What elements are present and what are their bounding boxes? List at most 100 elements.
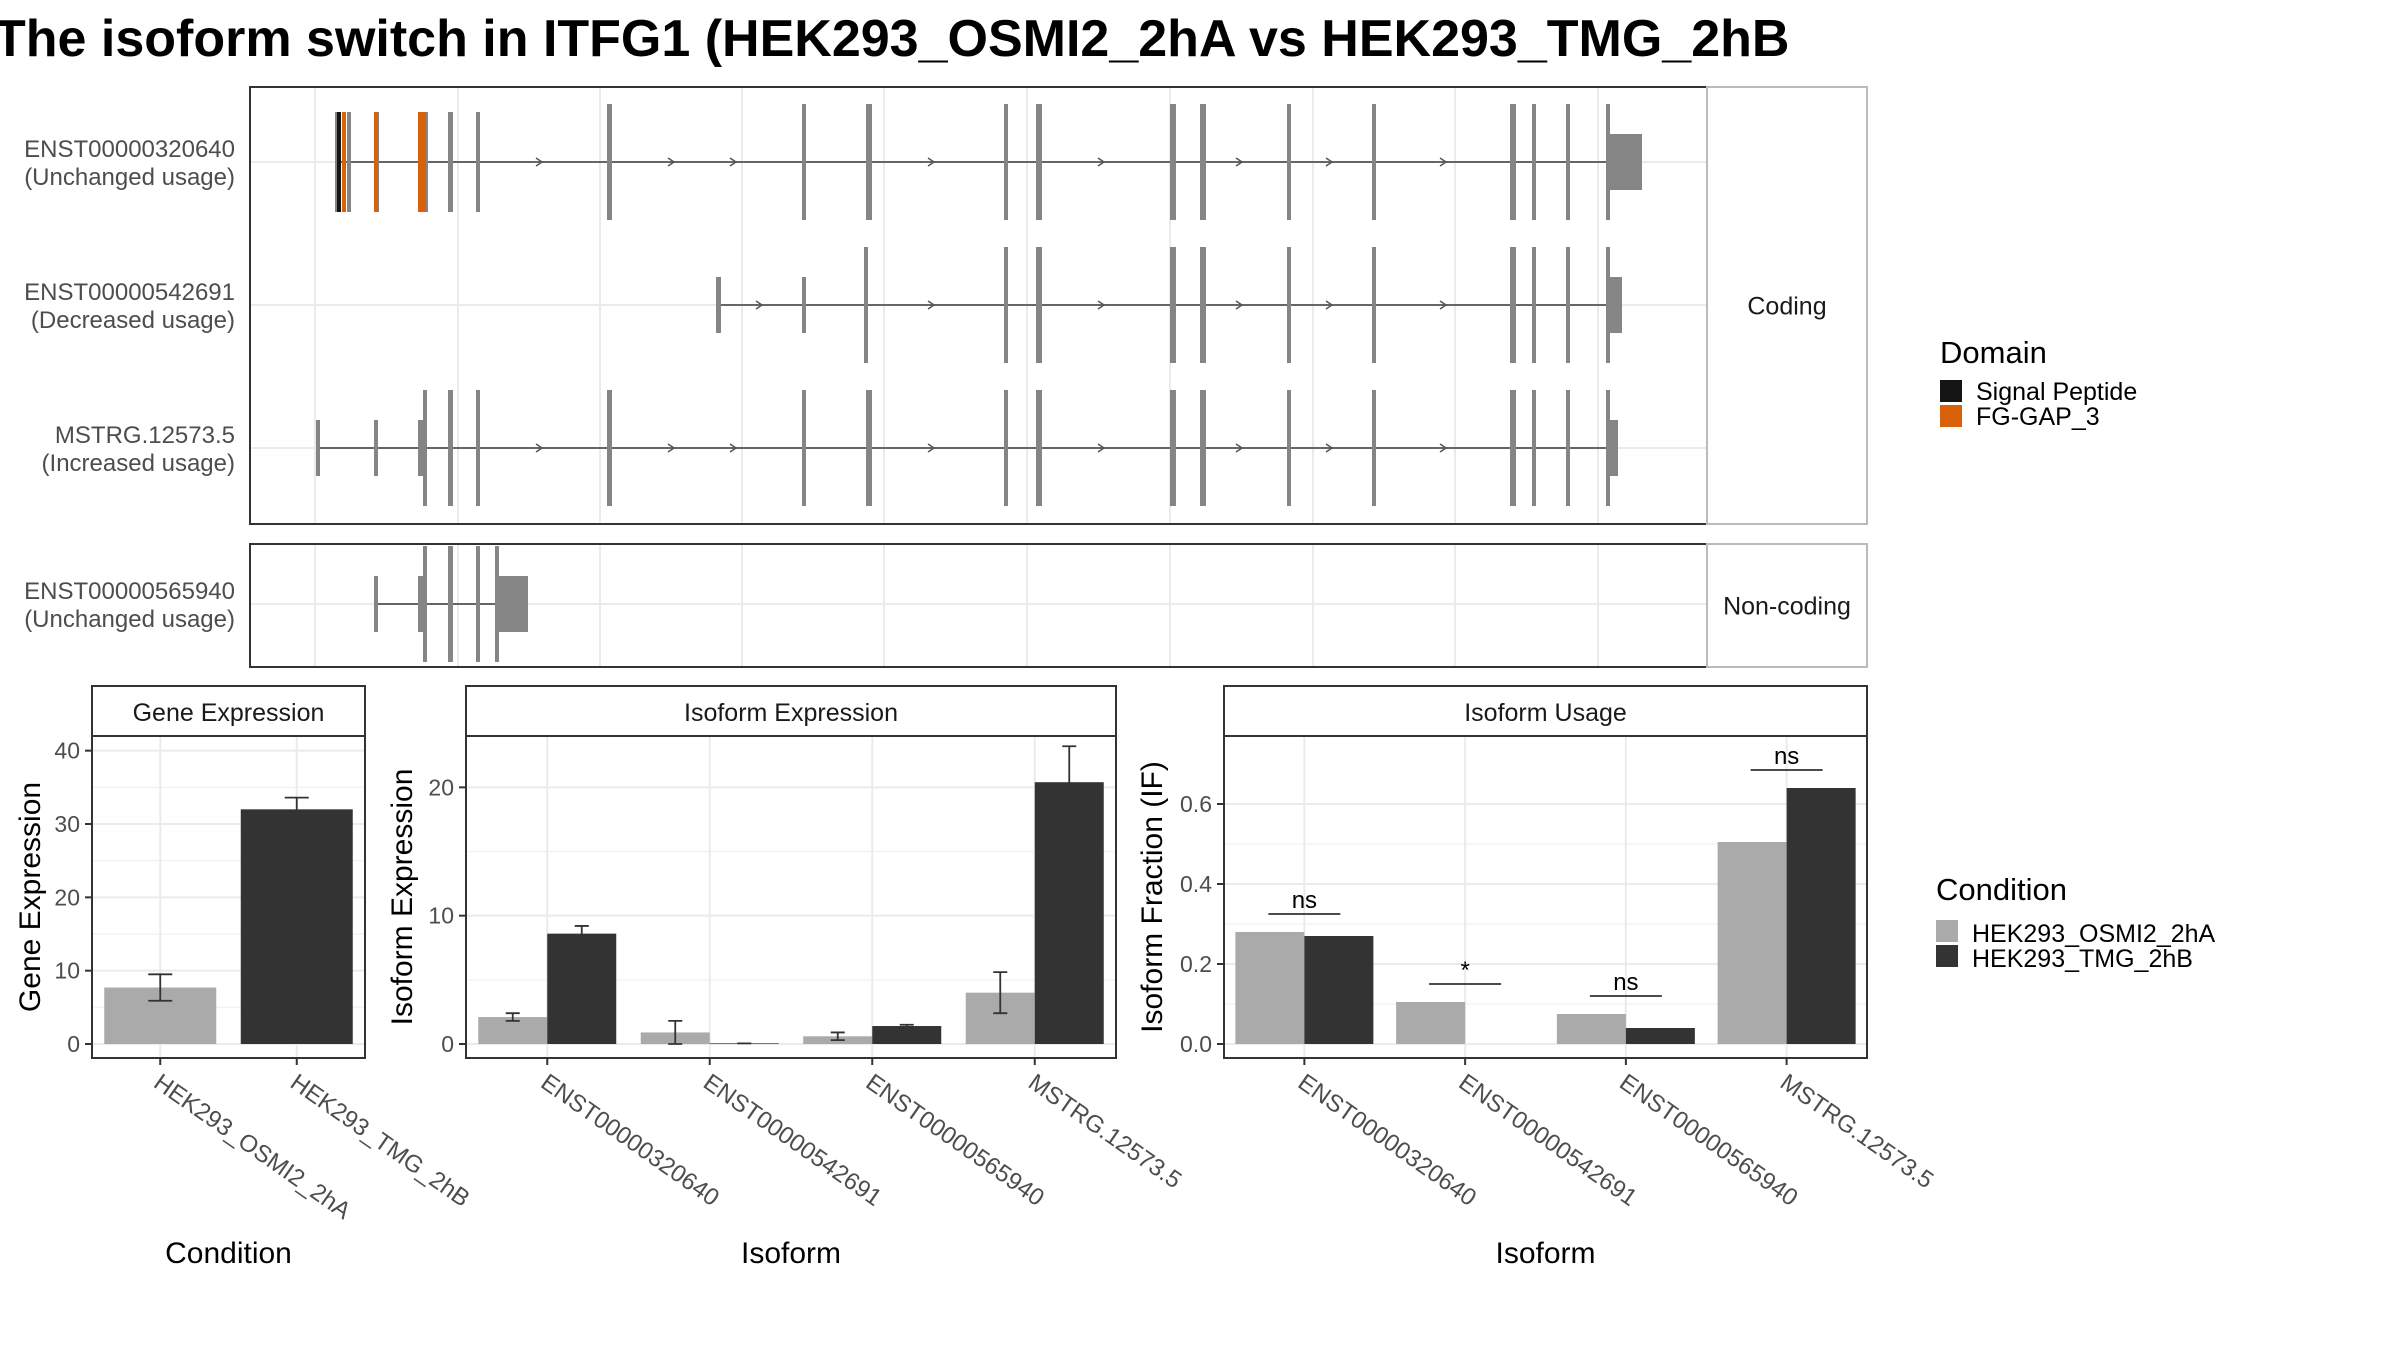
figure-title: The isoform switch in ITFG1 (HEK293_OSMI… — [0, 10, 1789, 68]
error-bar — [574, 925, 589, 943]
bar-ENST00000565940-HEK293_TMG_2hB — [1625, 1028, 1695, 1044]
panel-strip — [1223, 685, 1868, 737]
exon — [1004, 247, 1008, 363]
exon — [1532, 247, 1536, 363]
exon — [802, 390, 806, 506]
exon — [1036, 390, 1042, 506]
strand-arrow — [1235, 300, 1244, 310]
exon — [1287, 104, 1291, 220]
exon — [495, 546, 499, 662]
exon — [1566, 390, 1570, 506]
exon — [1532, 104, 1536, 220]
condition-a-key — [1936, 920, 1958, 942]
significance-label: ns — [1292, 887, 1317, 914]
y-tick-label: 0 — [67, 1031, 80, 1057]
signal-peptide-domain — [337, 112, 341, 212]
strand-arrow — [535, 443, 544, 453]
exon — [1510, 390, 1516, 506]
bar-HEK293_TMG_2hB — [240, 809, 353, 1044]
strand-arrow — [1439, 443, 1448, 453]
panel-title: Isoform Usage — [1464, 699, 1627, 727]
y-tick-label: 0.4 — [1180, 871, 1212, 897]
panel-title: Gene Expression — [133, 699, 325, 727]
exon — [476, 546, 480, 662]
y-axis-title: Gene Expression — [14, 782, 47, 1012]
exon — [1200, 247, 1206, 363]
strand-arrow — [729, 443, 738, 453]
exon — [1170, 390, 1176, 506]
isoform-structure-plot: CodingNon-codingENST00000320640(Unchange… — [24, 86, 1868, 668]
y-tick-label: 40 — [54, 738, 80, 764]
signal-peptide-key — [1940, 380, 1962, 402]
exon — [1566, 247, 1570, 363]
exon — [607, 104, 612, 220]
y-tick-label: 0 — [441, 1031, 454, 1057]
exon — [423, 546, 427, 662]
strand-arrow — [1097, 157, 1106, 167]
exon — [1287, 390, 1291, 506]
exon — [448, 112, 453, 212]
isoform-status-label: (Unchanged usage) — [24, 606, 235, 633]
strand-arrow — [1439, 300, 1448, 310]
bar-ENST00000320640-HEK293_TMG_2hB — [1304, 936, 1374, 1044]
exon — [1606, 390, 1610, 506]
exon — [1566, 104, 1570, 220]
bar-MSTRG.12573.5-HEK293_TMG_2hB — [1034, 782, 1104, 1044]
strand-arrow — [927, 300, 936, 310]
strand-arrow — [1097, 443, 1106, 453]
exon — [802, 104, 806, 220]
exon — [1610, 277, 1622, 333]
exon — [1610, 420, 1618, 476]
strand-arrow — [755, 300, 764, 310]
strand-arrow — [1235, 443, 1244, 453]
facet-label: Non-coding — [1723, 593, 1851, 621]
strand-arrow — [729, 157, 738, 167]
facet-strip — [1706, 86, 1868, 525]
x-tick-label: MSTRG.12573.5 — [1023, 1069, 1186, 1194]
y-tick-label: 20 — [54, 884, 80, 910]
exon — [476, 112, 480, 212]
facet-strip — [1706, 543, 1868, 668]
isoform-status-label: (Decreased usage) — [31, 307, 235, 334]
x-tick-label: ENST00000565940 — [861, 1069, 1049, 1212]
y-tick-label: 10 — [428, 903, 454, 929]
strand-arrow — [1097, 300, 1106, 310]
significance-label: ns — [1774, 743, 1799, 770]
exon — [448, 390, 453, 506]
condition-legend: Condition HEK293_OSMI2_2hA HEK293_TMG_2h… — [1936, 872, 2216, 973]
x-tick-label: ENST00000565940 — [1614, 1069, 1802, 1212]
domain-legend-title: Domain — [1940, 335, 2047, 370]
error-bar — [284, 796, 309, 822]
exon — [864, 247, 868, 363]
y-tick-label: 20 — [428, 774, 454, 800]
exon — [1036, 247, 1042, 363]
fg-gap-domain — [418, 112, 426, 212]
bar-panel-isoform-usage: ns * ns ns Isoform Usage 0.0 0.2 0.4 0.6 Isoform … — [1136, 685, 1938, 1270]
x-tick-label: MSTRG.12573.5 — [1775, 1069, 1938, 1194]
isoform-id-label: MSTRG.12573.5 — [55, 422, 235, 449]
exon — [802, 277, 806, 333]
exon — [498, 576, 528, 632]
strand-arrow — [1325, 443, 1334, 453]
strand-arrow — [1235, 157, 1244, 167]
strand-arrow — [1439, 157, 1448, 167]
y-tick-label: 0.2 — [1180, 951, 1212, 977]
exon — [476, 390, 480, 506]
x-tick-label: ENST00000320640 — [1293, 1069, 1481, 1212]
y-axis-title: Isoform Fraction (IF) — [1136, 761, 1169, 1033]
y-tick-label: 30 — [54, 811, 80, 837]
condition-a-label: HEK293_OSMI2_2hA — [1972, 920, 2216, 948]
y-tick-label: 10 — [54, 958, 80, 984]
x-tick-label: ENST00000542691 — [1454, 1069, 1642, 1212]
exon — [1200, 104, 1206, 220]
exon — [1004, 390, 1008, 506]
fg-gap-label: FG-GAP_3 — [1976, 403, 2100, 431]
exon — [316, 420, 320, 476]
bar-MSTRG.12573.5-HEK293_OSMI2_2hA — [1717, 842, 1787, 1044]
exon — [716, 277, 721, 333]
y-axis-title: Isoform Expression — [386, 769, 419, 1026]
bar-MSTRG.12573.5-HEK293_TMG_2hB — [1786, 788, 1856, 1044]
error-bar — [1062, 745, 1077, 820]
strand-arrow — [927, 157, 936, 167]
strand-arrow — [1325, 300, 1334, 310]
